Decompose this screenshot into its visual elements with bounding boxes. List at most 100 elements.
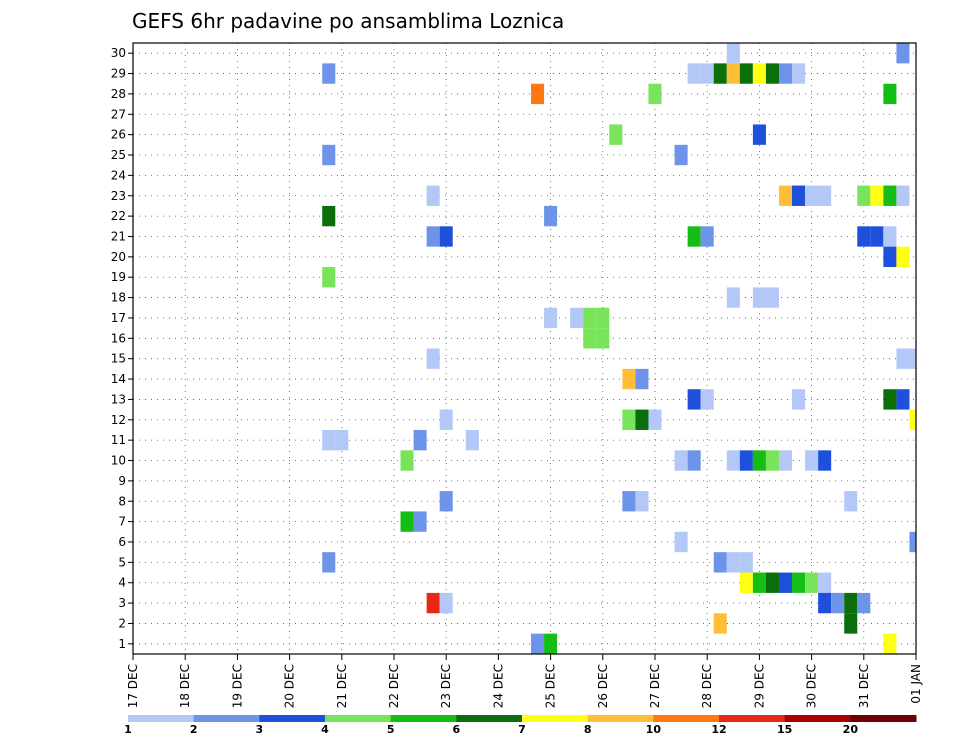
heatmap-cell xyxy=(400,450,414,471)
heatmap-cell xyxy=(648,409,662,430)
x-tick-label: 01 JAN xyxy=(909,664,923,704)
x-tick-label: 20 DEC xyxy=(283,664,297,708)
legend-label: 10 xyxy=(646,723,662,736)
heatmap-cell xyxy=(752,572,766,593)
chart-title: GEFS 6hr padavine po ansamblima Loznica xyxy=(132,9,564,33)
heatmap-cell xyxy=(322,267,336,288)
heatmap-cell xyxy=(805,185,819,206)
heatmap-cell xyxy=(413,511,427,532)
legend-label: 15 xyxy=(777,723,792,736)
heatmap-cell xyxy=(739,450,753,471)
heatmap-cell xyxy=(687,450,701,471)
heatmap-cell xyxy=(335,429,349,451)
legend-swatch xyxy=(850,715,917,722)
heatmap-cell xyxy=(426,185,440,206)
heatmap-cell xyxy=(778,450,793,471)
y-tick-label: 17 xyxy=(111,311,126,325)
heatmap-cell xyxy=(544,307,558,329)
heatmap-cell xyxy=(752,63,766,84)
heatmap-cell xyxy=(883,633,897,654)
heatmap-cell xyxy=(896,389,910,410)
heatmap-cell xyxy=(792,389,806,410)
heatmap-cell xyxy=(544,205,558,227)
x-tick-label: 23 DEC xyxy=(439,664,453,708)
legend-swatch xyxy=(784,715,851,722)
legend-label: 20 xyxy=(843,723,859,736)
plot-frame xyxy=(132,42,917,655)
heatmap-cell xyxy=(844,491,858,512)
heatmap-cell xyxy=(726,287,740,308)
heatmap-cell xyxy=(622,409,636,430)
y-tick-label: 27 xyxy=(111,107,126,121)
grid-lines xyxy=(132,43,917,654)
legend-swatch xyxy=(653,715,720,722)
y-tick-label: 15 xyxy=(111,352,126,366)
heatmap-cell xyxy=(883,246,897,268)
heatmap-cell xyxy=(805,450,819,471)
heatmap-cell xyxy=(322,144,336,166)
heatmap-cell xyxy=(322,63,336,84)
x-tick-label: 28 DEC xyxy=(700,664,714,708)
heatmap-cell xyxy=(739,552,753,573)
x-axis-ticks: 17 DEC 18 DEC 19 DEC 20 DEC 21 DEC 22 DEC 23 D… xyxy=(126,654,923,708)
heatmap-cell xyxy=(818,450,832,471)
legend-label: 5 xyxy=(387,723,395,736)
heatmap-cell xyxy=(726,450,740,471)
heatmap-cell xyxy=(752,287,766,308)
y-tick-label: 7 xyxy=(118,515,126,529)
heatmap-cell xyxy=(857,226,871,247)
heatmap-cell xyxy=(726,552,740,573)
cells-layer xyxy=(322,43,916,654)
heatmap-cell xyxy=(765,287,779,308)
heatmap-cell xyxy=(635,409,649,430)
heatmap-cell xyxy=(870,226,884,247)
heatmap-cell xyxy=(752,450,766,471)
heatmap-cell xyxy=(531,83,545,105)
heatmap-cell xyxy=(765,63,779,84)
y-tick-label: 11 xyxy=(111,433,126,447)
legend-label: 6 xyxy=(453,723,461,736)
heatmap-cell xyxy=(831,592,845,614)
heatmap-cell xyxy=(818,572,832,593)
heatmap-cell xyxy=(896,246,910,268)
heatmap-cell xyxy=(909,531,916,553)
legend-label: 4 xyxy=(321,723,329,736)
color-legend: 1 2 3 4 5 6 7 8 10 12 15 20 xyxy=(124,715,917,736)
heatmap-cell xyxy=(400,511,414,532)
heatmap-cell xyxy=(544,633,558,654)
heatmap-cell xyxy=(465,429,479,451)
heatmap-cell xyxy=(805,572,819,593)
y-tick-label: 10 xyxy=(111,454,126,468)
heatmap-cell xyxy=(909,348,916,369)
legend-swatch xyxy=(719,715,786,722)
heatmap-cell xyxy=(674,450,688,471)
y-tick-label: 25 xyxy=(111,148,126,162)
heatmap-cell xyxy=(765,572,779,593)
y-tick-label: 26 xyxy=(111,128,126,142)
legend-label: 12 xyxy=(711,723,726,736)
heatmap-cell xyxy=(739,63,753,84)
heatmap-cell xyxy=(426,226,440,247)
heatmap-cell xyxy=(609,124,623,145)
heatmap-cell xyxy=(713,552,727,573)
heatmap-cell xyxy=(752,124,766,145)
heatmap-cell xyxy=(674,144,688,166)
heatmap-cell xyxy=(700,389,714,410)
x-tick-label: 25 DEC xyxy=(544,664,558,708)
heatmap-cell xyxy=(713,613,727,634)
x-tick-label: 31 DEC xyxy=(857,664,871,708)
heatmap-cell xyxy=(635,491,649,512)
legend-label: 2 xyxy=(190,723,198,736)
x-tick-label: 18 DEC xyxy=(178,664,192,708)
y-tick-label: 21 xyxy=(111,229,126,243)
heatmap-cell xyxy=(792,572,806,593)
y-tick-label: 6 xyxy=(118,535,126,549)
y-tick-label: 18 xyxy=(111,291,126,305)
heatmap-cell xyxy=(726,63,740,84)
legend-swatch xyxy=(522,715,589,722)
heatmap-cell xyxy=(792,185,806,206)
y-tick-label: 24 xyxy=(111,168,126,182)
heatmap-cell xyxy=(687,226,701,247)
heatmap-cell xyxy=(322,429,336,451)
heatmap-cell xyxy=(648,83,662,105)
